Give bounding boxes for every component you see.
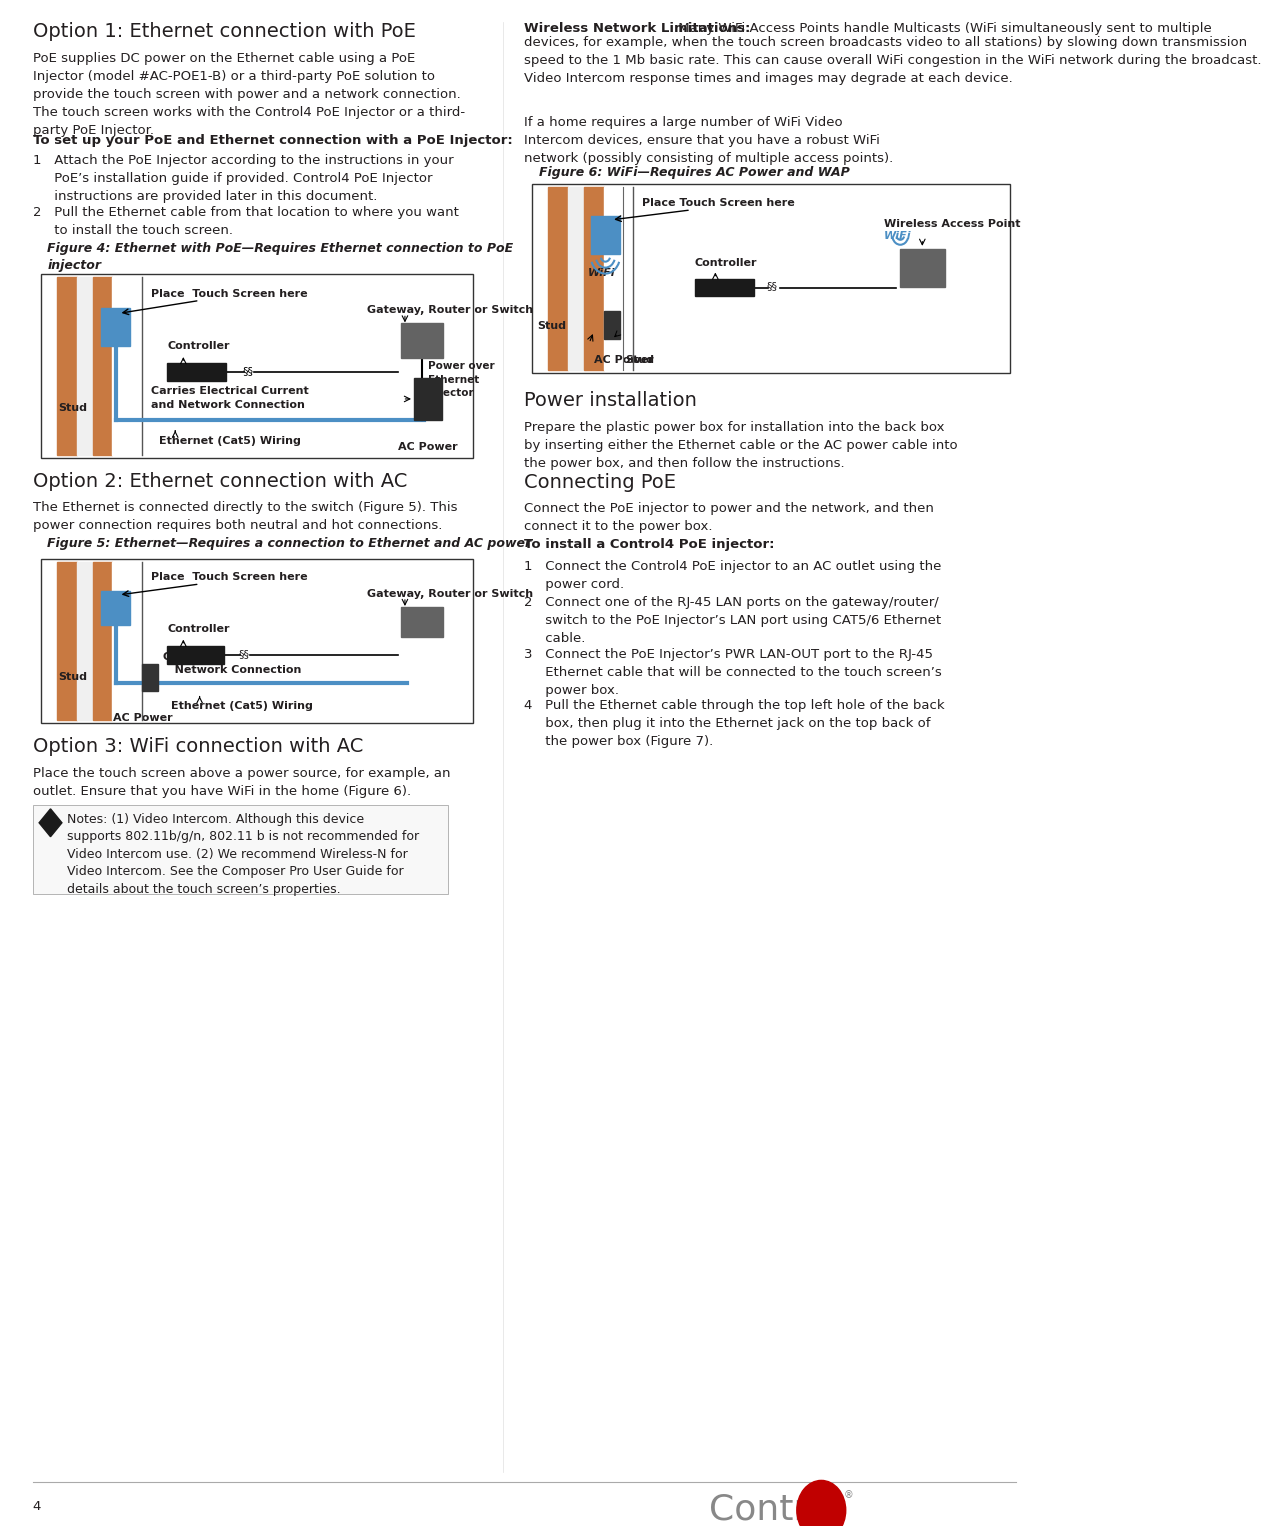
Bar (77, 561, 93, 721)
Text: Ethernet (Cat5) Wiring: Ethernet (Cat5) Wiring (171, 701, 313, 712)
Bar (93, 561, 112, 721)
Bar (400, 324, 443, 357)
Text: Carries
   Network Connection: Carries Network Connection (163, 652, 301, 675)
Text: Notes: (1) Video Intercom. Although this device
supports 802.11b/g/n, 802.11 b i: Notes: (1) Video Intercom. Although this… (67, 813, 420, 896)
Text: 4: 4 (811, 1494, 831, 1523)
Text: The Ethernet is connected directly to the switch (Figure 5). This
power connecti: The Ethernet is connected directly to th… (32, 502, 457, 532)
Bar (584, 187, 604, 370)
Bar (41, 273, 472, 457)
Text: Stud: Stud (59, 403, 88, 413)
Text: Carries Electrical Current
and Network Connection: Carries Electrical Current and Network C… (151, 387, 309, 410)
Text: WiFi: WiFi (884, 230, 911, 241)
Bar (901, 249, 945, 287)
Text: Stud: Stud (625, 356, 655, 365)
Text: Ethernet (Cat5) Wiring: Ethernet (Cat5) Wiring (158, 436, 301, 446)
Text: Stud: Stud (537, 321, 566, 331)
Text: Connect the PoE injector to power and the network, and then
connect it to the po: Connect the PoE injector to power and th… (524, 503, 934, 534)
Bar (568, 187, 584, 370)
Text: ®: ® (844, 1491, 853, 1500)
Circle shape (797, 1480, 846, 1534)
Bar (112, 276, 142, 454)
Text: Place Touch Screen here: Place Touch Screen here (642, 198, 795, 209)
Text: o
o: o o (144, 669, 149, 690)
Text: 2   Pull the Ethernet cable from that location to where you want
     to install: 2 Pull the Ethernet cable from that loca… (32, 206, 458, 236)
Text: devices, for example, when the touch screen broadcasts video to all stations) by: devices, for example, when the touch scr… (524, 37, 1261, 86)
Text: Option 2: Ethernet connection with AC: Option 2: Ethernet connection with AC (32, 471, 407, 491)
Text: Wireless Network Limitations:: Wireless Network Limitations: (524, 21, 750, 35)
Text: Gateway, Router or Switch: Gateway, Router or Switch (367, 589, 533, 598)
Bar (414, 377, 443, 420)
Bar (532, 184, 1010, 373)
Text: 2   Connect one of the RJ-45 LAN ports on the gateway/router/
     switch to the: 2 Connect one of the RJ-45 LAN ports on … (524, 595, 941, 644)
Bar (167, 646, 224, 664)
Text: Controller: Controller (167, 341, 229, 351)
Bar (32, 805, 448, 894)
Text: To install a Control4 PoE injector:: To install a Control4 PoE injector: (524, 538, 775, 551)
Bar (604, 187, 633, 370)
Text: Gateway, Router or Switch: Gateway, Router or Switch (367, 305, 533, 316)
Text: Power installation: Power installation (524, 391, 696, 410)
Text: Power over
Ethernet
Injector: Power over Ethernet Injector (427, 360, 494, 399)
Text: 3   Connect the PoE Injector’s PWR LAN-OUT port to the RJ-45
     Ethernet cable: 3 Connect the PoE Injector’s PWR LAN-OUT… (524, 647, 942, 696)
Text: §§: §§ (767, 282, 777, 291)
Text: To set up your PoE and Ethernet connection with a PoE Injector:: To set up your PoE and Ethernet connecti… (32, 135, 512, 147)
Text: Place  Touch Screen here: Place Touch Screen here (151, 288, 308, 299)
Text: Place the touch screen above a power source, for example, an
outlet. Ensure that: Place the touch screen above a power sou… (32, 767, 450, 798)
Text: Control: Control (709, 1493, 839, 1526)
Text: AC Power: AC Power (595, 356, 654, 365)
Text: Option 1: Ethernet connection with PoE: Option 1: Ethernet connection with PoE (32, 21, 416, 41)
Text: 4: 4 (32, 1500, 41, 1514)
Text: Controller: Controller (167, 624, 229, 634)
Text: WiFi: WiFi (587, 267, 615, 278)
Bar (142, 664, 158, 692)
Bar (548, 187, 568, 370)
Bar (93, 276, 112, 454)
Text: Controller: Controller (695, 258, 758, 267)
Text: §§: §§ (243, 367, 254, 376)
Bar (102, 591, 130, 624)
Text: Figure 4: Ethernet with PoE—Requires Ethernet connection to PoE
injector: Figure 4: Ethernet with PoE—Requires Eth… (48, 242, 514, 272)
Bar (400, 607, 443, 637)
Text: o
o: o o (416, 384, 421, 405)
Bar (57, 561, 77, 721)
Bar (57, 276, 77, 454)
Text: 1   Connect the Control4 PoE injector to an AC outlet using the
     power cord.: 1 Connect the Control4 PoE injector to a… (524, 560, 941, 591)
Text: Many WiFi Access Points handle Multicasts (WiFi simultaneously sent to multiple: Many WiFi Access Points handle Multicast… (674, 21, 1211, 35)
Bar (41, 558, 472, 724)
Text: o
o: o o (606, 316, 611, 337)
Bar (591, 216, 620, 253)
Text: Connecting PoE: Connecting PoE (524, 472, 676, 491)
Bar (695, 279, 754, 296)
Text: §§: §§ (238, 649, 250, 658)
Text: Wireless Access Point: Wireless Access Point (884, 219, 1021, 229)
Text: Prepare the plastic power box for installation into the back box
by inserting ei: Prepare the plastic power box for instal… (524, 420, 958, 469)
Text: AC Power: AC Power (113, 713, 172, 724)
Text: AC Power: AC Power (398, 442, 458, 451)
Bar (77, 276, 93, 454)
Bar (604, 311, 620, 339)
Bar (112, 561, 142, 721)
Text: Figure 5: Ethernet—Requires a connection to Ethernet and AC power: Figure 5: Ethernet—Requires a connection… (48, 537, 532, 551)
Bar (167, 364, 225, 380)
Text: PoE supplies DC power on the Ethernet cable using a PoE
Injector (model #AC-POE1: PoE supplies DC power on the Ethernet ca… (32, 52, 465, 137)
Text: 4   Pull the Ethernet cable through the top left hole of the back
     box, then: 4 Pull the Ethernet cable through the to… (524, 700, 945, 749)
Text: Option 3: WiFi connection with AC: Option 3: WiFi connection with AC (32, 738, 363, 756)
Bar (102, 308, 130, 347)
Text: Place  Touch Screen here: Place Touch Screen here (151, 572, 308, 581)
Polygon shape (39, 808, 62, 836)
Text: 1   Attach the PoE Injector according to the instructions in your
     PoE’s ins: 1 Attach the PoE Injector according to t… (32, 155, 453, 202)
Text: Stud: Stud (59, 672, 88, 681)
Text: If a home requires a large number of WiFi Video
Intercom devices, ensure that yo: If a home requires a large number of WiF… (524, 117, 893, 166)
Text: Figure 6: WiFi—Requires AC Power and WAP: Figure 6: WiFi—Requires AC Power and WAP (538, 166, 849, 179)
